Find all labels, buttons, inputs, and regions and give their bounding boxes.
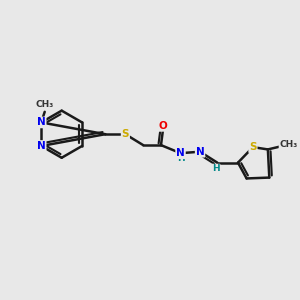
Text: N: N [176,148,185,158]
Text: CH₃: CH₃ [279,140,298,149]
Text: N: N [37,141,46,151]
Text: CH₃: CH₃ [36,100,54,109]
Text: N: N [37,117,46,128]
Text: H: H [212,164,220,173]
Text: S: S [249,142,257,152]
Text: S: S [122,129,129,139]
Text: O: O [159,121,168,131]
Text: N: N [196,147,204,157]
Text: H: H [177,154,184,163]
